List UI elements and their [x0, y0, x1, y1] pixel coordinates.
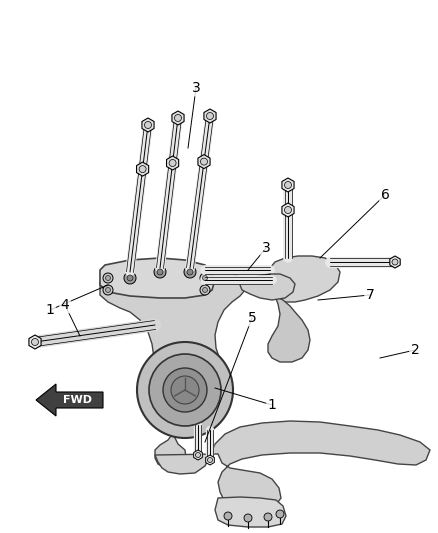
Circle shape — [124, 272, 136, 284]
Circle shape — [149, 354, 221, 426]
Circle shape — [187, 269, 193, 275]
Circle shape — [201, 158, 208, 165]
Text: 6: 6 — [381, 188, 389, 202]
Circle shape — [224, 512, 232, 520]
Text: FWD: FWD — [64, 395, 92, 405]
Polygon shape — [240, 274, 295, 300]
Polygon shape — [268, 296, 310, 362]
Circle shape — [127, 275, 133, 281]
Polygon shape — [100, 258, 215, 298]
Circle shape — [106, 287, 110, 293]
Circle shape — [169, 159, 176, 166]
Polygon shape — [155, 421, 430, 510]
Text: 2: 2 — [411, 343, 419, 357]
Polygon shape — [29, 335, 41, 349]
Polygon shape — [198, 155, 210, 168]
Circle shape — [202, 276, 208, 280]
Circle shape — [171, 376, 199, 404]
Polygon shape — [194, 450, 202, 460]
Polygon shape — [270, 256, 340, 302]
Circle shape — [200, 285, 210, 295]
Circle shape — [157, 269, 163, 275]
Polygon shape — [142, 118, 154, 132]
Circle shape — [392, 259, 398, 265]
Polygon shape — [282, 178, 294, 192]
Circle shape — [285, 206, 292, 214]
Circle shape — [106, 276, 110, 280]
Text: 3: 3 — [192, 81, 200, 95]
Text: 1: 1 — [46, 303, 54, 317]
Polygon shape — [215, 497, 286, 527]
Polygon shape — [36, 384, 103, 416]
Polygon shape — [390, 256, 400, 268]
Circle shape — [103, 285, 113, 295]
Text: 7: 7 — [366, 288, 374, 302]
Circle shape — [174, 115, 181, 122]
Circle shape — [32, 338, 39, 345]
Circle shape — [195, 453, 201, 457]
Circle shape — [276, 510, 284, 518]
Polygon shape — [166, 156, 179, 170]
Polygon shape — [137, 162, 148, 176]
Circle shape — [264, 513, 272, 521]
Polygon shape — [206, 455, 214, 465]
Polygon shape — [172, 111, 184, 125]
Circle shape — [103, 273, 113, 283]
Circle shape — [154, 266, 166, 278]
Polygon shape — [282, 203, 294, 217]
Polygon shape — [100, 266, 245, 468]
Circle shape — [184, 266, 196, 278]
Circle shape — [200, 273, 210, 283]
Text: 4: 4 — [60, 298, 69, 312]
Text: 5: 5 — [247, 311, 256, 325]
Circle shape — [202, 287, 208, 293]
Circle shape — [139, 166, 146, 173]
Circle shape — [145, 122, 152, 128]
Circle shape — [137, 342, 233, 438]
Circle shape — [244, 514, 252, 522]
Circle shape — [208, 457, 212, 463]
Circle shape — [206, 112, 213, 119]
Text: 3: 3 — [261, 241, 270, 255]
Circle shape — [285, 182, 292, 189]
Text: 1: 1 — [268, 398, 276, 412]
Polygon shape — [204, 109, 216, 123]
Circle shape — [163, 368, 207, 412]
